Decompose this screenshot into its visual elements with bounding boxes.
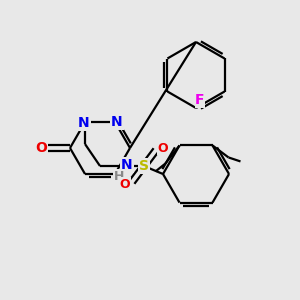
Text: N: N <box>111 115 123 129</box>
Text: O: O <box>120 178 130 190</box>
Text: O: O <box>35 141 47 155</box>
Text: H: H <box>114 169 124 182</box>
Text: S: S <box>139 159 149 173</box>
Text: O: O <box>158 142 168 154</box>
Text: N: N <box>78 116 90 130</box>
Text: N: N <box>121 158 133 172</box>
Text: F: F <box>195 93 205 107</box>
